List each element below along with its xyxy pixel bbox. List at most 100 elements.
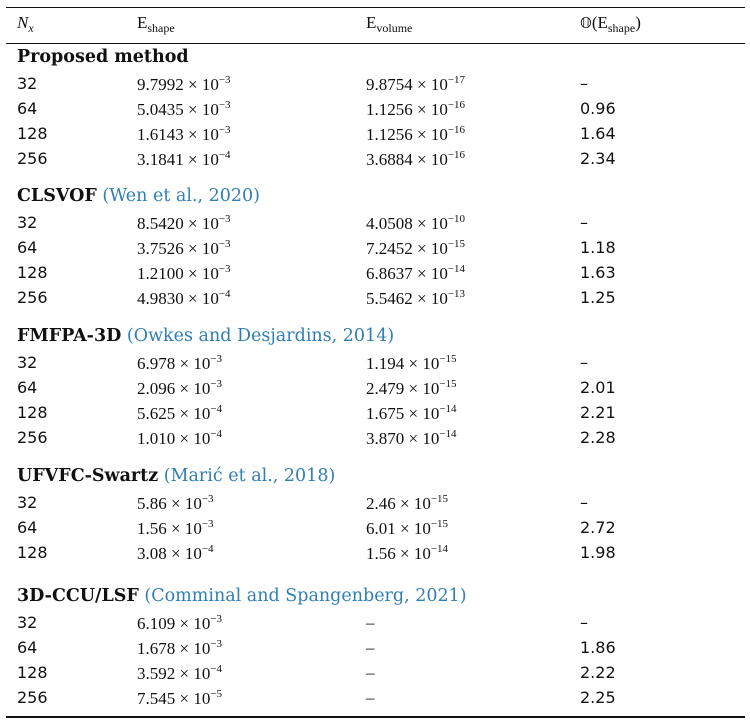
eshape-mantissa: 3.592 (137, 664, 176, 683)
section-title: FMFPA-3D (Owkes and Desjardins, 2014) (17, 326, 394, 346)
method-name: 3D-CCU/LSF (17, 586, 139, 606)
method-name: CLSVOF (17, 186, 97, 206)
cell-nx: 32 (17, 493, 38, 512)
eshape-mantissa: 1.56 (137, 519, 167, 538)
header-eshape: Eshape (137, 13, 175, 36)
evolume-exponent: −15 (447, 238, 466, 250)
eshape-mantissa: 1.6143 (137, 125, 184, 144)
evolume-mantissa: 5.5462 (366, 289, 413, 308)
eshape-mantissa: 3.08 (137, 544, 167, 563)
cell-nx: 256 (17, 149, 48, 168)
eshape-exponent: −4 (218, 288, 231, 300)
evolume-exponent: −15 (430, 493, 449, 505)
eshape-mantissa: 1.010 (137, 429, 176, 448)
eshape-exponent: −4 (201, 543, 214, 555)
cell-evolume: – (366, 663, 375, 683)
table-row: 128 5.625 × 10−4 1.675 × 10−14 2.21 (0, 403, 750, 427)
table-row: 128 3.08 × 10−4 1.56 × 10−14 1.98 (0, 543, 750, 567)
header-evolume: Evolume (366, 13, 412, 36)
cell-evolume: 7.2452 × 10−15 (366, 238, 466, 258)
cell-order: 1.25 (580, 288, 616, 307)
evolume-mantissa: 6.8637 (366, 264, 413, 283)
eshape-mantissa: 5.625 (137, 404, 176, 423)
cell-order: 2.25 (580, 688, 616, 707)
evolume-dash: – (366, 638, 375, 657)
eshape-exponent: −3 (218, 263, 231, 275)
cell-eshape: 6.109 × 10−3 (137, 613, 223, 633)
eshape-mantissa: 5.86 (137, 494, 167, 513)
cell-nx: 32 (17, 613, 38, 632)
evolume-mantissa: 9.8754 (366, 75, 413, 94)
cell-order: 1.98 (580, 543, 616, 562)
evolume-exponent: −14 (447, 263, 466, 275)
eshape-exponent: −3 (218, 99, 231, 111)
cell-eshape: 3.7526 × 10−3 (137, 238, 231, 258)
cell-order: 2.72 (580, 518, 616, 537)
cell-evolume: 6.8637 × 10−14 (366, 263, 466, 283)
evolume-mantissa: 1.56 (366, 544, 396, 563)
cell-evolume: 1.1256 × 10−16 (366, 124, 466, 144)
cell-order: – (580, 353, 588, 372)
cell-nx: 64 (17, 638, 38, 657)
cell-eshape: 1.56 × 10−3 (137, 518, 214, 538)
evolume-dash: – (366, 688, 375, 707)
cell-evolume: 9.8754 × 10−17 (366, 74, 466, 94)
cell-eshape: 5.0435 × 10−3 (137, 99, 231, 119)
table-row: 64 5.0435 × 10−3 1.1256 × 10−16 0.96 (0, 99, 750, 123)
cell-eshape: 4.9830 × 10−4 (137, 288, 231, 308)
cell-evolume: 1.56 × 10−14 (366, 543, 449, 563)
header-nx: Nx (17, 13, 34, 36)
eshape-mantissa: 6.978 (137, 354, 176, 373)
citation-link[interactable]: (Marić et al., 2018) (163, 466, 336, 486)
header-order-close: ) (635, 13, 641, 32)
evolume-mantissa: 2.479 (366, 379, 405, 398)
eshape-exponent: −3 (210, 638, 223, 650)
eshape-mantissa: 2.096 (137, 379, 176, 398)
cell-nx: 32 (17, 74, 38, 93)
cell-order: 2.22 (580, 663, 616, 682)
eshape-exponent: −4 (218, 149, 231, 161)
evolume-mantissa: 3.870 (366, 429, 405, 448)
evolume-exponent: −17 (447, 74, 466, 86)
evolume-exponent: −14 (439, 403, 457, 415)
cell-nx: 256 (17, 688, 48, 707)
cell-order: – (580, 613, 588, 632)
eshape-mantissa: 7.545 (137, 689, 176, 708)
header-evolume-symbol: E (366, 13, 377, 32)
eshape-mantissa: 3.7526 (137, 239, 184, 258)
table-row: 32 9.7992 × 10−3 9.8754 × 10−17 – (0, 74, 750, 98)
eshape-exponent: −3 (218, 124, 231, 136)
section-title: UFVFC-Swartz (Marić et al., 2018) (17, 466, 335, 486)
cell-nx: 64 (17, 238, 38, 257)
header-eshape-subscript: shape (147, 21, 175, 35)
evolume-exponent: −15 (430, 518, 449, 530)
eshape-exponent: −3 (218, 238, 231, 250)
method-name: FMFPA-3D (17, 326, 122, 346)
eshape-exponent: −3 (218, 74, 231, 86)
cell-evolume: 2.46 × 10−15 (366, 493, 449, 513)
evolume-exponent: −15 (439, 378, 457, 390)
cell-nx: 128 (17, 263, 48, 282)
cell-eshape: 2.096 × 10−3 (137, 378, 223, 398)
evolume-exponent: −16 (447, 124, 466, 136)
cell-order: 1.18 (580, 238, 616, 257)
cell-order: 0.96 (580, 99, 616, 118)
table-row: 256 7.545 × 10−5 – 2.25 (0, 688, 750, 712)
evolume-exponent: −14 (430, 543, 449, 555)
section-title: 3D-CCU/LSF (Comminal and Spangenberg, 20… (17, 586, 467, 606)
evolume-exponent: −14 (439, 428, 457, 440)
cell-order: – (580, 74, 588, 93)
eshape-exponent: −3 (201, 493, 214, 505)
cell-nx: 256 (17, 288, 48, 307)
evolume-mantissa: 1.1256 (366, 100, 413, 119)
citation-link[interactable]: (Comminal and Spangenberg, 2021) (144, 586, 467, 606)
cell-eshape: 3.08 × 10−4 (137, 543, 214, 563)
citation-link[interactable]: (Wen et al., 2020) (102, 186, 261, 206)
eshape-mantissa: 4.9830 (137, 289, 184, 308)
cell-evolume: 1.675 × 10−14 (366, 403, 457, 423)
eshape-mantissa: 8.5420 (137, 214, 184, 233)
table-row: 64 2.096 × 10−3 2.479 × 10−15 2.01 (0, 378, 750, 402)
cell-nx: 64 (17, 99, 38, 118)
cell-order: 1.86 (580, 638, 616, 657)
citation-link[interactable]: (Owkes and Desjardins, 2014) (126, 326, 395, 346)
